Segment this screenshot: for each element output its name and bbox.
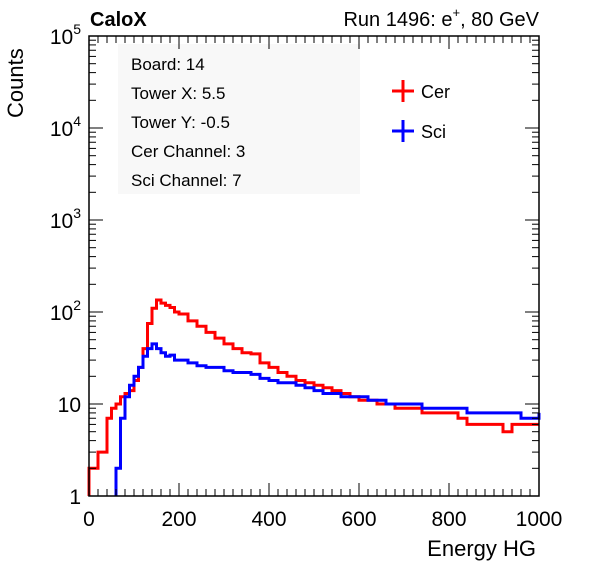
legend-entry-cer: Cer xyxy=(392,80,450,102)
axes-layer: 0 200 400 600 800 1000 1 10 102 103 104 105 xyxy=(50,21,563,531)
info-box: Board: 14 Tower X: 5.5 Tower Y: -0.5 Cer… xyxy=(118,44,360,194)
legend-label-cer: Cer xyxy=(421,82,450,102)
x-tick-label: 800 xyxy=(431,508,466,531)
y-tick-label: 104 xyxy=(50,113,81,141)
x-tick-label: 400 xyxy=(251,508,286,531)
info-line-tower-x: Tower X: 5.5 xyxy=(131,84,226,103)
x-axis-title: Energy HG xyxy=(427,536,536,561)
y-axis-title: Counts xyxy=(3,48,28,118)
y-tick-label: 10 xyxy=(58,394,81,417)
info-line-board: Board: 14 xyxy=(131,55,205,74)
x-tick-label: 0 xyxy=(83,508,95,531)
series-line-cer xyxy=(87,298,539,496)
x-tick-label: 1000 xyxy=(516,508,563,531)
y-tick-label: 103 xyxy=(50,205,81,233)
run-info-title: Run 1496: e+, 80 GeV xyxy=(343,5,539,31)
info-line-cer-channel: Cer Channel: 3 xyxy=(131,142,245,161)
info-line-sci-channel: Sci Channel: 7 xyxy=(131,171,242,190)
info-box-background xyxy=(118,44,360,194)
info-line-tower-y: Tower Y: -0.5 xyxy=(131,113,230,132)
chart-brand-title: CaloX xyxy=(90,9,147,31)
legend-entry-sci: Sci xyxy=(392,120,446,142)
legend-label-sci: Sci xyxy=(421,122,446,142)
y-tick-label: 1 xyxy=(69,486,81,509)
x-tick-label: 600 xyxy=(341,508,376,531)
y-tick-label: 102 xyxy=(50,297,81,325)
series-layer xyxy=(87,298,541,496)
series-line-sci xyxy=(114,342,541,496)
y-tick-label: 105 xyxy=(50,21,81,49)
x-tick-label: 200 xyxy=(161,508,196,531)
legend: Cer Sci xyxy=(392,80,450,142)
